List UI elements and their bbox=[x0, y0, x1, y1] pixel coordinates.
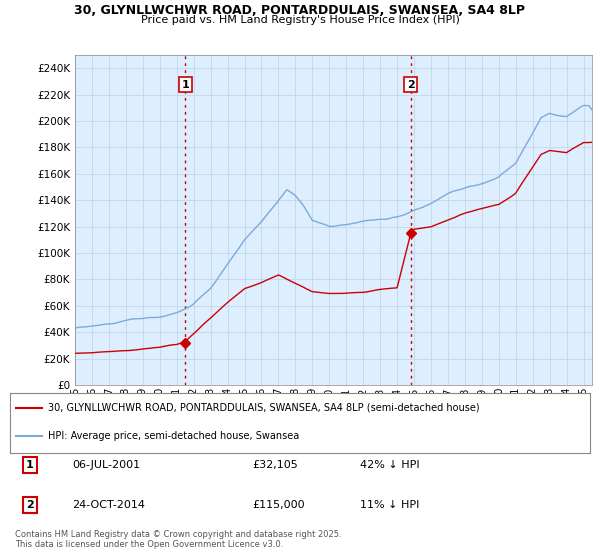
Text: £115,000: £115,000 bbox=[252, 500, 305, 510]
Text: 42% ↓ HPI: 42% ↓ HPI bbox=[360, 460, 419, 470]
Text: 2: 2 bbox=[407, 80, 415, 90]
Text: 24-OCT-2014: 24-OCT-2014 bbox=[72, 500, 145, 510]
Text: 1: 1 bbox=[26, 460, 34, 470]
Text: Price paid vs. HM Land Registry's House Price Index (HPI): Price paid vs. HM Land Registry's House … bbox=[140, 15, 460, 25]
Text: 1: 1 bbox=[181, 80, 189, 90]
Text: HPI: Average price, semi-detached house, Swansea: HPI: Average price, semi-detached house,… bbox=[48, 431, 299, 441]
Text: 06-JUL-2001: 06-JUL-2001 bbox=[72, 460, 140, 470]
Text: 30, GLYNLLWCHWR ROAD, PONTARDDULAIS, SWANSEA, SA4 8LP: 30, GLYNLLWCHWR ROAD, PONTARDDULAIS, SWA… bbox=[74, 4, 526, 17]
Text: 11% ↓ HPI: 11% ↓ HPI bbox=[360, 500, 419, 510]
Text: 30, GLYNLLWCHWR ROAD, PONTARDDULAIS, SWANSEA, SA4 8LP (semi-detached house): 30, GLYNLLWCHWR ROAD, PONTARDDULAIS, SWA… bbox=[48, 403, 479, 413]
Text: £32,105: £32,105 bbox=[252, 460, 298, 470]
Text: 2: 2 bbox=[26, 500, 34, 510]
Text: Contains HM Land Registry data © Crown copyright and database right 2025.
This d: Contains HM Land Registry data © Crown c… bbox=[15, 530, 341, 549]
